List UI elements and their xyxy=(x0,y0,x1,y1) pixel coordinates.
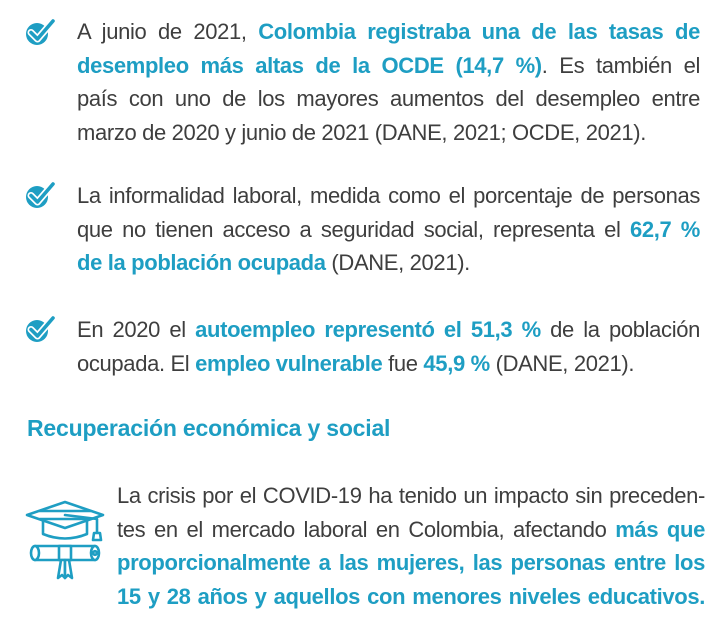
check-mark xyxy=(29,182,55,204)
mortarboard-stripes xyxy=(38,509,92,521)
text-line: de la población ocupada (DANE, 2021). xyxy=(77,246,700,280)
check-circle-icon xyxy=(26,17,57,45)
diploma-right-roll xyxy=(89,544,101,562)
highlight-run: autoempleo representó el 51,3 % xyxy=(195,317,541,342)
highlight-run: empleo vulnerable xyxy=(195,350,383,376)
text-line: La informalidad laboral, medida como el … xyxy=(77,179,700,213)
text-line: desempleo más altas de la OCDE (14,7 %).… xyxy=(77,49,700,83)
text-run: ocupada. El xyxy=(77,350,196,376)
section-heading: Recuperación económica y social xyxy=(27,415,391,441)
text-line: que no tienen acceso a seguridad social,… xyxy=(77,213,700,247)
check-circle-icon xyxy=(26,314,57,342)
highlight-run: más que xyxy=(615,516,705,542)
text-line: ocupada. El empleo vulnerable fue 45,9 %… xyxy=(77,347,700,381)
section-paragraph: La crisis por el COVID-19 ha tenido un i… xyxy=(117,479,705,613)
text-run: que no tienen acceso a seguridad social,… xyxy=(77,216,630,242)
check-mark xyxy=(29,19,55,41)
text-run: tes en el mercado laboral en Colombia, a… xyxy=(117,516,616,542)
diploma-left-roll xyxy=(29,544,41,562)
text-line: La crisis por el COVID-19 ha tenido un i… xyxy=(117,479,705,513)
graduation-cap-icon xyxy=(25,500,105,580)
text-run: de la población xyxy=(540,317,700,342)
bullet-text: A junio de 2021, Colombia registraba una… xyxy=(77,15,700,149)
text-run: fue xyxy=(382,350,424,376)
highlight-run: 62,7 % xyxy=(629,216,700,242)
text-run: La crisis por el COVID-19 ha tenido un i… xyxy=(117,483,705,508)
text-line: país con uno de los mayores aumentos del… xyxy=(77,82,700,116)
text-run: En 2020 el xyxy=(77,317,196,342)
ribbon-tail-right xyxy=(63,558,74,580)
text-run: La informalidad laboral, medida como el … xyxy=(77,183,700,208)
text-line: proporcionalmente a las mujeres, las per… xyxy=(117,546,705,580)
diploma-ribbon-band xyxy=(57,544,73,562)
bullet-text: En 2020 el autoempleo representó el 51,3… xyxy=(77,313,700,380)
text-line: 15 y 28 años y aquellos con menores nive… xyxy=(117,580,705,614)
text-line: A junio de 2021, Colombia registraba una… xyxy=(77,15,700,49)
text-run: país con uno de los mayores aumentos del… xyxy=(77,86,700,112)
diploma-roll-center xyxy=(91,549,99,557)
highlight-run: proporcionalmente a las mujeres, las per… xyxy=(117,550,705,576)
text-line: marzo de 2020 y junio de 2021 (DANE, 202… xyxy=(77,116,700,150)
tassel xyxy=(91,531,103,542)
text-run: . Es también el xyxy=(541,52,701,78)
text-run: A junio de 2021, xyxy=(77,19,259,44)
highlight-run: desempleo más altas de la OCDE (14,7 %) xyxy=(77,52,542,78)
highlight-run: Colombia registraba una de las tasas de xyxy=(258,19,700,44)
graduation-icon-group xyxy=(25,500,105,580)
bullet-text: La informalidad laboral, medida como el … xyxy=(77,179,700,280)
text-run: (DANE, 2021). xyxy=(489,350,635,376)
highlight-run: 45,9 % xyxy=(423,350,490,376)
text-line: En 2020 el autoempleo representó el 51,3… xyxy=(77,313,700,347)
tassel-cord xyxy=(63,513,99,535)
check-circle-icon xyxy=(26,180,57,208)
text-run: marzo de 2020 y junio de 2021 (DANE, 202… xyxy=(77,119,646,145)
check-mark xyxy=(29,316,55,338)
text-run: (DANE, 2021). xyxy=(325,250,470,276)
text-line: tes en el mercado laboral en Colombia, a… xyxy=(117,513,705,547)
highlight-run: de la población ocupada xyxy=(77,250,326,276)
highlight-run: 15 y 28 años y aquellos con menores nive… xyxy=(117,583,705,609)
